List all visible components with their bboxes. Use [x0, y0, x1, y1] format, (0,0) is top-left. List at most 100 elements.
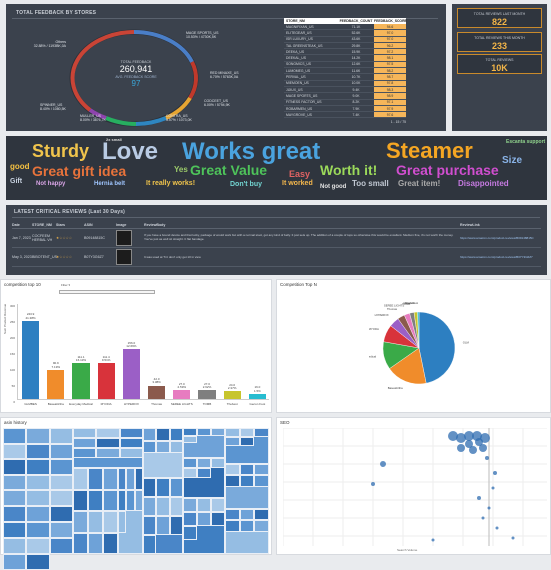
word-cloud-term[interactable]: Great purchase — [396, 162, 499, 178]
table-row[interactable]: DEEKAL_US 14.2K 98.1 — [284, 55, 406, 62]
treemap-subcell[interactable] — [254, 475, 269, 487]
scatter-point[interactable] — [464, 431, 474, 441]
treemap-subcell[interactable] — [88, 489, 103, 511]
treemap-subcell[interactable] — [134, 489, 143, 511]
treemap-subcell[interactable] — [103, 532, 118, 554]
word-cloud-term[interactable]: Disappointed — [458, 179, 509, 188]
bar[interactable] — [148, 385, 166, 399]
bar[interactable] — [47, 369, 65, 399]
word-cloud-term[interactable]: It worked — [282, 180, 313, 187]
scatter-point[interactable] — [485, 456, 489, 460]
treemap-subcell[interactable] — [26, 428, 50, 444]
table-row[interactable]: DEEKA_US 15.9K 97.2 — [284, 49, 406, 56]
word-cloud-term[interactable]: Sturdy — [32, 141, 90, 161]
treemap-subcell[interactable] — [254, 520, 269, 532]
pie-slice[interactable] — [417, 311, 420, 349]
treemap-subcell[interactable] — [49, 474, 73, 490]
treemap-subcell[interactable] — [103, 511, 118, 533]
table-row[interactable]: MAGE SPORTS_US 9.0K 98.9 — [284, 93, 406, 100]
bar[interactable] — [173, 390, 191, 399]
treemap-subcell[interactable] — [197, 512, 211, 526]
treemap-subcell[interactable] — [49, 538, 73, 554]
treemap-subcell[interactable] — [49, 459, 73, 475]
treemap-subcell[interactable] — [26, 459, 50, 475]
scatter-point[interactable] — [479, 444, 487, 452]
table-row[interactable]: ELITEGEAR_US 52.6K 97.0 — [284, 30, 406, 37]
col-header[interactable]: ASIN — [84, 223, 93, 227]
scatter-point[interactable] — [493, 471, 497, 475]
treemap-subcell[interactable] — [225, 509, 240, 521]
treemap-subcell[interactable] — [96, 448, 120, 458]
scatter-point[interactable] — [456, 433, 466, 443]
word-cloud-term[interactable]: Hernia belt — [94, 181, 126, 187]
pie-slice[interactable] — [389, 347, 427, 385]
treemap-subcell[interactable] — [197, 428, 211, 436]
table-row[interactable]: SONGMICS_US 12.6K 97.5 — [284, 61, 406, 69]
treemap-subcell[interactable] — [73, 438, 97, 448]
treemap-subcell[interactable] — [26, 554, 50, 570]
table-row[interactable]: MIEMOEN_US 10.0K 97.8 — [284, 80, 406, 87]
treemap-subcell[interactable] — [225, 428, 240, 437]
treemap-subcell[interactable] — [73, 511, 88, 533]
treemap-subcell[interactable] — [118, 511, 127, 533]
treemap-subcell[interactable] — [96, 428, 120, 438]
treemap-subcell[interactable] — [143, 497, 157, 516]
treemap-subcell[interactable] — [88, 532, 103, 554]
scatter-point[interactable] — [475, 438, 483, 446]
table-row[interactable]: FITNESS FACTOR_US 8.2K 97.1 — [284, 99, 406, 106]
treemap-subcell[interactable] — [26, 506, 50, 522]
treemap-subcell[interactable] — [26, 490, 50, 506]
review-link[interactable]: https://www.amazon.com/product-reviews/B… — [460, 255, 533, 259]
bar[interactable] — [248, 393, 266, 399]
table-row[interactable]: TAL GREENSTEAK_US 29.8K 96.2 — [284, 42, 406, 50]
col-header[interactable]: Image — [116, 223, 127, 227]
word-cloud-term[interactable]: Works great — [182, 138, 321, 165]
treemap-subcell[interactable] — [3, 428, 27, 444]
col-header[interactable]: Date — [12, 223, 20, 227]
treemap-subcell[interactable] — [73, 532, 88, 554]
treemap-subcell[interactable] — [143, 440, 157, 453]
bar[interactable] — [122, 349, 140, 399]
scatter-point[interactable] — [457, 444, 465, 452]
scatter-point[interactable] — [477, 496, 481, 500]
range-slider[interactable] — [59, 290, 155, 294]
review-link[interactable]: https://www.amazon.com/product-reviews/B… — [460, 236, 534, 240]
treemap-subcell[interactable] — [3, 554, 27, 570]
treemap-subcell[interactable] — [183, 526, 197, 540]
treemap-subcell[interactable] — [26, 522, 50, 538]
treemap-subcell[interactable] — [156, 428, 170, 441]
table-row[interactable]: MAGNIFIXAN_US 71.1K 94.6 — [284, 24, 406, 31]
word-cloud-term[interactable]: Great item! — [398, 179, 441, 188]
treemap-subcell[interactable] — [211, 498, 225, 512]
treemap-subcell[interactable] — [225, 437, 240, 446]
treemap-subcell[interactable] — [225, 464, 240, 476]
word-cloud-term[interactable]: 2x small — [106, 137, 122, 142]
word-cloud-term[interactable]: Gift — [10, 178, 23, 185]
treemap-subcell[interactable] — [169, 440, 183, 453]
word-cloud-term[interactable]: Yes — [174, 165, 188, 174]
word-cloud-term[interactable]: Great Value — [190, 162, 268, 178]
treemap-subcell[interactable] — [3, 443, 27, 459]
treemap-subcell[interactable] — [103, 468, 118, 490]
treemap-subcell[interactable] — [143, 478, 157, 497]
treemap-subcell[interactable] — [73, 468, 88, 490]
treemap-subcell[interactable] — [239, 428, 255, 437]
treemap-subcell[interactable] — [49, 490, 73, 506]
treemap-subcell[interactable] — [156, 516, 170, 535]
bar[interactable] — [97, 363, 115, 399]
treemap-subcell[interactable] — [49, 428, 73, 444]
treemap-subcell[interactable] — [239, 464, 255, 476]
treemap-subcell[interactable] — [3, 522, 27, 538]
scatter-point[interactable] — [481, 516, 485, 520]
review-row[interactable]: May 3, 2023 BIBOTENT_US ★☆☆☆☆ B07Y3G6Z7 … — [12, 248, 541, 267]
treemap-subcell[interactable] — [126, 489, 135, 511]
treemap-subcell[interactable] — [96, 438, 120, 448]
table-row[interactable]: PERVAL_US 10.7K 98.7 — [284, 74, 406, 81]
treemap-subcell[interactable] — [211, 512, 225, 526]
treemap-subcell[interactable] — [3, 506, 27, 522]
treemap-subcell[interactable] — [225, 520, 240, 532]
col-header[interactable]: STORE_NM — [32, 223, 52, 227]
treemap-subcell[interactable] — [156, 478, 170, 497]
treemap-subcell[interactable] — [225, 475, 240, 487]
treemap-subcell[interactable] — [183, 428, 197, 436]
